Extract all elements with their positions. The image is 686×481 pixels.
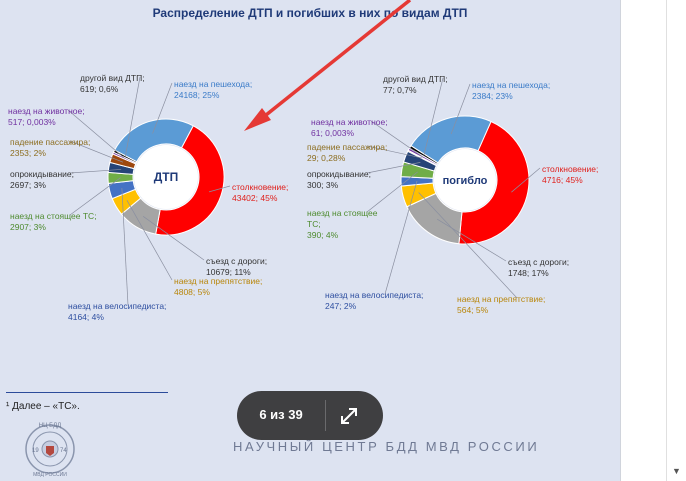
pie-slice [113,118,194,163]
footnote: ¹ Далее – «ТС». [6,401,80,412]
slice-value-label: 247; 2% [325,301,357,311]
leader-line [152,82,173,134]
slice-value-label: 77; 0,7% [383,85,417,95]
fullscreen-button[interactable] [336,403,362,429]
slice-name-label: опрокидывание; [307,169,371,179]
viewer-toolbar: 6 из 39 [237,391,383,440]
slice-value-label: 4808; 5% [174,287,210,297]
slice-name-label: наезд на стоящее [307,208,378,218]
slice-value-label: 619; 0,6% [80,84,119,94]
leader-line [366,171,418,213]
slice-name-label: столкновение; [232,182,288,192]
slice-value-label: 2697; 3% [10,180,46,190]
expand-icon [341,408,357,424]
right-gutter [620,0,667,481]
slice-value-label: 24168; 25% [174,90,220,100]
slice-value-label: 300; 3% [307,180,339,190]
page-indicator: 6 из 39 [259,407,303,422]
leader-line [384,180,418,295]
donut-hole [134,145,198,209]
slice-value-label: 29; 0,28% [307,153,346,163]
pie-chart-dtp: ДТП [107,118,225,236]
organization-name: НАУЧНЫЙ ЦЕНТР БДД МВД РОССИИ [233,439,540,454]
footnote-divider [6,392,168,393]
slice-value-label: 10679; 11% [206,267,251,277]
organization-seal: НЦ БДД 19 74 МВД РОССИИ [25,423,75,478]
slice-name-label: ТС; [307,219,321,229]
leader-line [208,185,231,193]
slice-name-label: наезд на препятствие; [174,276,262,286]
slice-name-label: наезд на стоящее ТС; [10,211,97,221]
leader-line [69,140,124,163]
leader-line [69,169,122,174]
slice-name-label: наезд на пешехода; [174,79,252,89]
slice-value-label: 4716; 45% [542,175,583,185]
leader-line [423,77,444,156]
slice-value-label: 2353; 2% [10,148,46,158]
leader-line [67,109,125,159]
leader-line [69,177,121,216]
slice-value-label: 2384; 23% [472,91,513,101]
seal-year-right: 74 [60,448,67,454]
pie-chart-killed: погибло [400,115,530,245]
slice-name-label: другой вид ДТП; [383,74,448,84]
slice-value-label: 517; 0,003% [8,117,56,127]
vertical-scrollbar[interactable] [666,0,686,481]
leader-line [366,162,421,174]
seal-year-left: 19 [32,448,39,454]
slice-value-label: 1748; 17% [508,268,549,278]
seal-bottom-text: МВД РОССИИ [33,472,67,478]
annotation-arrow [244,0,412,131]
charts-canvas: ДТП погибло столкновение;43402; 45%съезд… [8,0,598,322]
slice-name-label: наезд на велосипедиста; [68,301,166,311]
leader-line [450,83,471,135]
slice-name-label: другой вид ДТП; [80,73,145,83]
leader-line [370,120,424,158]
slice-name-label: падение пассажира; [307,142,387,152]
seal-top-text: НЦ БДД [39,423,62,429]
slice-name-label: съезд с дороги; [508,257,569,267]
slice-value-label: 43402; 45% [232,193,278,203]
slice-value-label: 2907; 3% [10,222,46,232]
leader-line [418,192,518,299]
slice-name-label: наезд на пешехода; [472,80,550,90]
slice-value-label: 390; 4% [307,230,339,240]
slice-name-label: опрокидывание; [10,169,74,179]
slice-name-label: наезд на велосипедиста; [325,290,423,300]
slice-value-label: 564; 5% [457,305,489,315]
leader-line [121,188,129,306]
donut-hole [434,149,496,211]
pie-slice [458,120,530,245]
slice-value-label: 61; 0,003% [311,128,354,138]
donut-center-label: ДТП [154,170,179,184]
slice-name-label: съезд с дороги; [206,256,267,266]
leader-line [124,76,141,157]
slice-name-label: наезд на животное; [311,117,388,127]
donut-center-label: погибло [443,175,488,187]
leader-line [437,218,507,262]
leader-line [366,145,423,159]
leader-line [126,200,173,281]
slice-name-label: наезд на препятствие; [457,294,545,304]
slice-value-label: 4164; 4% [68,312,104,322]
slice-name-label: столкновение; [542,164,598,174]
toolbar-divider [325,400,326,431]
chart-labels: столкновение;43402; 45%съезд с дороги;10… [8,73,598,322]
pie-slice [155,125,225,236]
slice-name-label: наезд на животное; [8,106,85,116]
leader-line [511,167,541,193]
leader-line [142,216,205,261]
slice-name-label: падение пассажира; [10,137,90,147]
scroll-down-arrow-icon[interactable]: ▼ [672,466,681,476]
